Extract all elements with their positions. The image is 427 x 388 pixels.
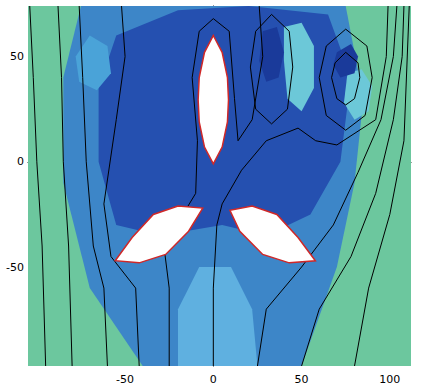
svg-text:100: 100 [379,373,400,386]
svg-text:50: 50 [10,50,24,63]
svg-text:-50: -50 [116,373,134,386]
svg-text:0: 0 [210,373,217,386]
svg-text:50: 50 [295,373,309,386]
svg-text:0: 0 [17,155,24,168]
svg-text:-50: -50 [6,261,24,274]
